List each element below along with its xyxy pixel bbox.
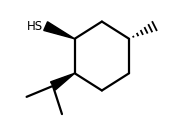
Text: HS: HS xyxy=(27,20,43,33)
Polygon shape xyxy=(44,22,75,39)
Polygon shape xyxy=(51,73,75,90)
